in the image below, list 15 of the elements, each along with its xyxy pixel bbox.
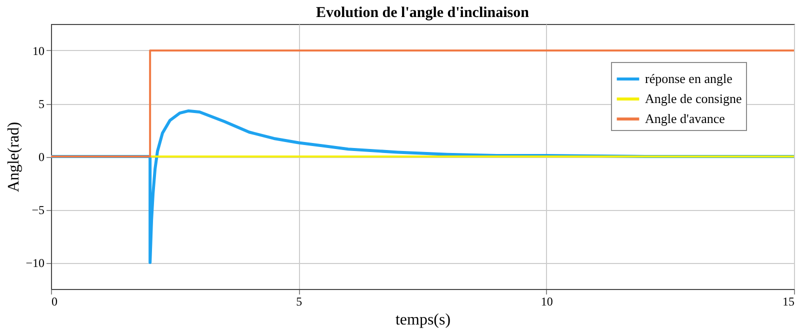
x-axis-title: temps(s) (395, 312, 451, 328)
y-tick-label: 0 (38, 150, 44, 164)
legend-label: Angle de consigne (645, 91, 742, 106)
x-tick-label: 5 (296, 294, 302, 308)
y-tick-label: 5 (38, 97, 44, 111)
x-tick-label: 10 (540, 294, 553, 308)
legend-label: Angle d'avance (645, 111, 726, 126)
x-tick-label: 15 (782, 294, 794, 308)
x-tick-label: 0 (52, 294, 58, 308)
y-axis-title: Angle(rad) (6, 122, 23, 192)
y-tick-label: 10 (32, 44, 44, 58)
chart-title: Evolution de l'angle d'inclinaison (316, 5, 530, 21)
legend-label: réponse en angle (645, 71, 733, 86)
y-tick-label: −5 (32, 203, 44, 217)
y-tick-label: −10 (26, 256, 44, 270)
